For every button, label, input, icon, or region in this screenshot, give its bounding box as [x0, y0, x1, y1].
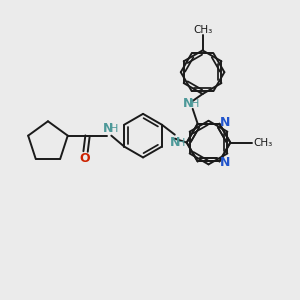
Text: H: H	[110, 124, 118, 134]
Text: N: N	[182, 98, 193, 110]
Text: N: N	[220, 156, 231, 169]
Text: N: N	[169, 136, 180, 149]
Text: CH₃: CH₃	[193, 25, 212, 34]
Text: N: N	[220, 116, 231, 129]
Text: N: N	[103, 122, 113, 135]
Text: H: H	[176, 138, 185, 148]
Text: O: O	[79, 152, 90, 165]
Text: H: H	[190, 99, 199, 109]
Text: CH₃: CH₃	[253, 138, 272, 148]
